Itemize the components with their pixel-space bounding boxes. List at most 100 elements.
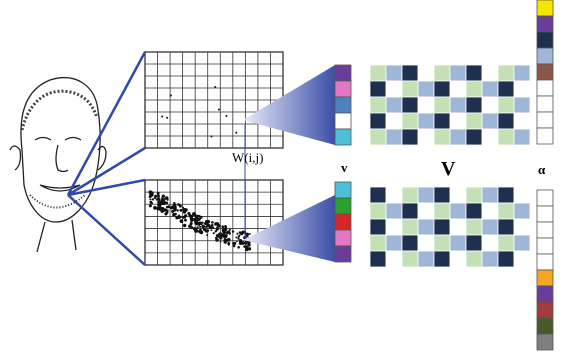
cell — [386, 65, 402, 81]
cell — [498, 235, 514, 251]
cell — [537, 318, 553, 334]
cell — [466, 97, 482, 113]
speckle — [152, 198, 154, 200]
cell — [418, 65, 434, 81]
speckle — [246, 235, 248, 237]
speckle — [206, 234, 208, 236]
cell — [335, 198, 351, 214]
cell — [370, 251, 386, 267]
connector — [68, 195, 145, 265]
cell — [335, 113, 351, 129]
speckle — [215, 230, 217, 232]
cell — [386, 187, 402, 203]
cell — [450, 187, 466, 203]
speckle — [229, 229, 231, 231]
cell — [434, 113, 450, 129]
cell — [370, 97, 386, 113]
cell — [402, 81, 418, 97]
speckle — [228, 244, 230, 246]
cell — [434, 81, 450, 97]
cell — [386, 219, 402, 235]
cell — [466, 81, 482, 97]
speckle — [171, 210, 174, 213]
speckle — [199, 226, 201, 228]
speckle — [162, 200, 165, 203]
cell — [370, 219, 386, 235]
connector — [68, 52, 145, 195]
cell — [466, 235, 482, 251]
speckle — [166, 117, 168, 119]
cell — [434, 251, 450, 267]
speckle — [232, 230, 234, 232]
cell — [370, 187, 386, 203]
speckle — [236, 241, 238, 243]
speckle — [175, 213, 177, 215]
cell — [370, 203, 386, 219]
cell — [450, 81, 466, 97]
speckle — [219, 236, 222, 239]
speckle — [165, 202, 168, 205]
cell — [434, 97, 450, 113]
cell — [335, 182, 351, 198]
speckle — [156, 199, 158, 201]
speckle — [149, 204, 152, 207]
cell — [434, 187, 450, 203]
cell — [498, 81, 514, 97]
speckle — [196, 222, 199, 225]
cell — [514, 97, 530, 113]
cell — [498, 129, 514, 145]
cell — [402, 129, 418, 145]
speckle — [188, 214, 191, 217]
cell — [466, 65, 482, 81]
speckle — [220, 241, 222, 243]
speckle — [246, 248, 248, 250]
speckle — [197, 215, 199, 217]
page: W(i,j) v V α (() => { const data = JSON.… — [0, 0, 561, 353]
cell — [370, 65, 386, 81]
cell — [402, 113, 418, 129]
speckle — [214, 86, 216, 88]
speckle — [212, 227, 214, 229]
cell — [450, 113, 466, 129]
speckle — [224, 226, 226, 228]
cell — [450, 97, 466, 113]
speckle — [174, 204, 177, 207]
speckle — [235, 132, 237, 134]
cell — [514, 129, 530, 145]
face-sketch — [10, 78, 106, 252]
cell — [514, 251, 530, 267]
cell — [466, 129, 482, 145]
speckle — [161, 116, 163, 118]
cell — [434, 129, 450, 145]
cell — [450, 251, 466, 267]
speckle — [192, 212, 196, 216]
cell — [434, 65, 450, 81]
cell — [537, 206, 553, 222]
speckle — [221, 225, 224, 228]
cell — [450, 129, 466, 145]
cell — [537, 64, 553, 80]
cell — [498, 251, 514, 267]
speckle — [241, 241, 245, 245]
cell — [370, 81, 386, 97]
speckle — [216, 234, 220, 238]
speckle — [233, 242, 236, 245]
cell — [434, 235, 450, 251]
speckle — [198, 219, 200, 221]
cell — [482, 65, 498, 81]
cell — [537, 0, 553, 16]
cell — [482, 187, 498, 203]
speckle — [153, 206, 157, 210]
cell — [335, 246, 351, 262]
cell — [386, 81, 402, 97]
cell — [482, 129, 498, 145]
cell — [402, 203, 418, 219]
speckle — [225, 239, 228, 242]
cell — [514, 219, 530, 235]
speckle — [199, 231, 203, 235]
cell — [498, 113, 514, 129]
speckle — [237, 246, 240, 249]
speckle — [166, 206, 169, 209]
cell — [418, 251, 434, 267]
cell — [514, 187, 530, 203]
